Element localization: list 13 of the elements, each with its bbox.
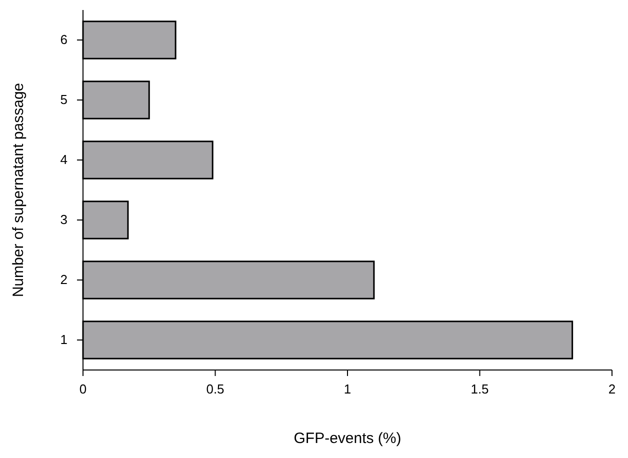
x-tick-label: 0 bbox=[79, 381, 87, 396]
y-tick-label: 6 bbox=[60, 32, 68, 48]
y-tick-label: 2 bbox=[60, 272, 68, 288]
x-axis-title: GFP-events (%) bbox=[294, 430, 402, 447]
x-tick-label: 1 bbox=[344, 381, 352, 396]
x-tick-label: 1.5 bbox=[470, 381, 489, 396]
y-tick-label: 1 bbox=[60, 332, 68, 348]
y-tick-label: 3 bbox=[60, 212, 68, 228]
y-tick-label: 5 bbox=[60, 92, 68, 108]
x-tick-label: 0.5 bbox=[206, 381, 224, 396]
x-tick-label: 2 bbox=[608, 381, 616, 396]
y-tick-label: 4 bbox=[60, 152, 68, 168]
y-axis-title: Number of supernatant passage bbox=[10, 82, 27, 298]
